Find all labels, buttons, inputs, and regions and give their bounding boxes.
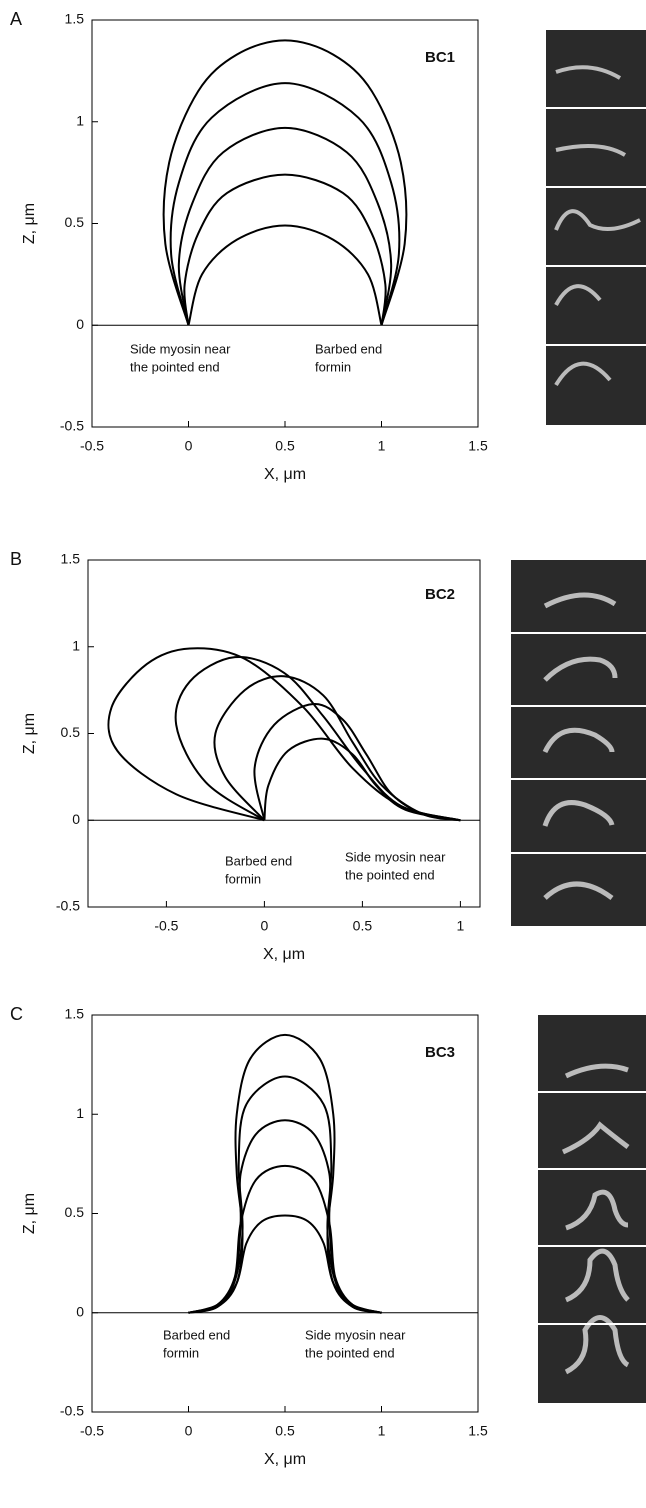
- condition-label: BC2: [425, 586, 455, 603]
- annotation: the pointed end: [305, 1345, 395, 1360]
- y-tick-label: -0.5: [56, 898, 80, 914]
- panel-0: A BC1 Side myosin near the pointed end Barbe…: [10, 9, 488, 483]
- y-tick-label: 0: [76, 316, 84, 332]
- y-tick-label: 0: [76, 1303, 84, 1319]
- condition-label: BC1: [425, 49, 455, 66]
- micrograph-stack-b: [511, 560, 646, 926]
- y-tick-label: 1: [76, 112, 84, 128]
- curve: [188, 1164, 382, 1314]
- y-tick-label: 0.5: [65, 1204, 85, 1220]
- curve: [183, 173, 387, 326]
- annotation: formin: [225, 871, 261, 886]
- x-tick-label: 0.5: [275, 1423, 295, 1439]
- y-axis-label: Z, μm: [21, 1193, 38, 1234]
- x-axis-label: X, μm: [263, 946, 305, 963]
- y-tick-label: 0.5: [65, 214, 85, 230]
- curve: [188, 1033, 382, 1314]
- micrographs: [511, 30, 646, 1403]
- x-tick-label: 0: [185, 1423, 193, 1439]
- y-axis-label: Z, μm: [21, 713, 38, 754]
- x-tick-label: -0.5: [80, 1423, 104, 1439]
- curve: [187, 224, 383, 326]
- plot-frame: [91, 1014, 479, 1413]
- x-axis-label: X, μm: [264, 1451, 306, 1468]
- curve: [107, 647, 461, 822]
- curve: [188, 1214, 382, 1314]
- annotation: formin: [163, 1345, 199, 1360]
- x-tick-label: -0.5: [80, 438, 104, 454]
- y-tick-label: 1.5: [65, 1006, 85, 1022]
- curve: [188, 1075, 382, 1314]
- curve: [162, 39, 408, 326]
- annotation: Barbed end: [163, 1327, 230, 1342]
- x-tick-label: 1.5: [468, 1423, 488, 1439]
- x-tick-label: 1: [378, 438, 386, 454]
- annotation: formin: [315, 359, 351, 374]
- curve: [169, 82, 401, 326]
- panel-letter: C: [10, 1004, 23, 1024]
- annotation: Barbed end: [315, 341, 382, 356]
- panel-1: B BC2 Barbed end formin Side myosin near the …: [10, 549, 481, 963]
- x-tick-label: -0.5: [154, 918, 178, 934]
- y-axis-label: Z, μm: [21, 203, 38, 244]
- x-tick-label: 0.5: [353, 918, 373, 934]
- curve: [213, 675, 461, 822]
- annotation: the pointed end: [130, 359, 220, 374]
- x-tick-label: 1: [457, 918, 465, 934]
- x-tick-label: 0: [261, 918, 269, 934]
- annotation: the pointed end: [345, 867, 435, 882]
- x-tick-label: 0: [185, 438, 193, 454]
- y-tick-label: 0.5: [61, 724, 81, 740]
- panel-letter: A: [10, 9, 22, 29]
- y-tick-label: -0.5: [60, 418, 84, 434]
- y-tick-label: 1: [76, 1105, 84, 1121]
- x-axis-label: X, μm: [264, 466, 306, 483]
- annotation: Barbed end: [225, 853, 292, 868]
- condition-label: BC3: [425, 1044, 455, 1061]
- panel-2: C BC3 Barbed end formin Side myosin near the …: [10, 1004, 488, 1468]
- annotation: Side myosin near: [305, 1327, 406, 1342]
- y-tick-label: 0: [72, 811, 80, 827]
- annotation: Side myosin near: [345, 849, 446, 864]
- curve: [177, 126, 393, 326]
- y-tick-label: 1: [72, 637, 80, 653]
- y-tick-label: -0.5: [60, 1403, 84, 1419]
- curve: [263, 737, 461, 822]
- micrograph-stack-a: [546, 30, 646, 425]
- micrograph-stack-c: [538, 1015, 646, 1403]
- x-tick-label: 1: [378, 1423, 386, 1439]
- annotation: Side myosin near: [130, 341, 231, 356]
- y-tick-label: 1.5: [61, 551, 81, 567]
- panel-letter: B: [10, 549, 22, 569]
- x-tick-label: 0.5: [275, 438, 295, 454]
- x-tick-label: 1.5: [468, 438, 488, 454]
- curve: [253, 703, 461, 822]
- y-tick-label: 1.5: [65, 11, 85, 27]
